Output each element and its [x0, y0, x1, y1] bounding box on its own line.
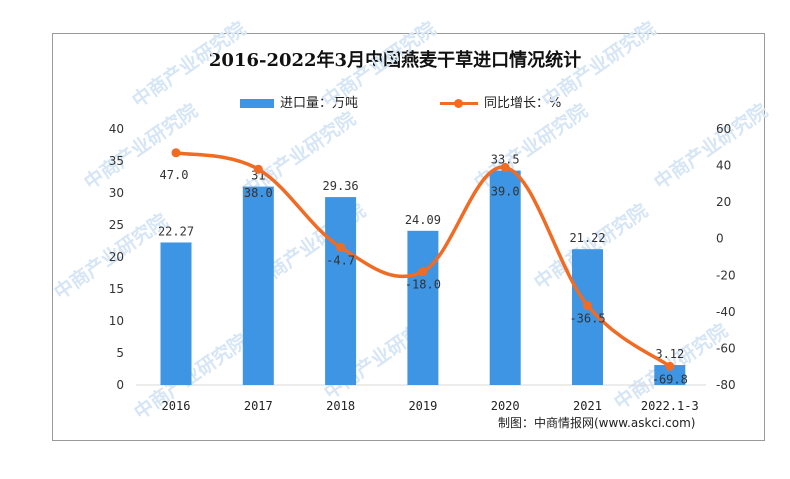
- x-tick-label: 2018: [326, 399, 355, 413]
- growth-value-label: 47.0: [160, 168, 189, 182]
- growth-point: [583, 300, 592, 310]
- x-tick-label: 2022.1-3: [641, 399, 699, 413]
- bar: [160, 242, 192, 385]
- x-tick-label: 2021: [573, 399, 602, 413]
- y-right-tick-label: 0: [716, 232, 724, 246]
- growth-value-label: -36.5: [569, 311, 605, 325]
- bar-value-label: 3.12: [655, 347, 684, 361]
- legend-line: 同比增长：%: [440, 92, 561, 111]
- watermark-text: 中商产业研究院: [318, 17, 440, 112]
- growth-point: [500, 162, 510, 172]
- bar: [654, 365, 686, 385]
- y-left-tick-label: 40: [109, 122, 124, 136]
- y-left-tick-label: 30: [109, 186, 124, 200]
- growth-point: [253, 164, 263, 174]
- x-tick-label: 2020: [491, 399, 520, 413]
- growth-point: [171, 148, 181, 158]
- legend-bar-swatch: [240, 99, 274, 108]
- chart-title: 2016-2022年3月中国燕麦干草进口情况统计: [208, 50, 582, 71]
- chart-source: 制图：中商情报网(www.askci.com): [498, 416, 696, 430]
- growth-point: [418, 267, 428, 277]
- growth-value-label: -4.7: [326, 253, 355, 267]
- y-left-tick-label: 5: [116, 346, 124, 360]
- y-right-tick-label: 20: [716, 195, 731, 209]
- watermark-text: 中商产业研究院: [470, 99, 592, 194]
- x-tick-label: 2016: [162, 399, 191, 413]
- legend-line-marker: [440, 99, 478, 108]
- y-left-tick-label: 0: [116, 378, 124, 392]
- x-tick-label: 2017: [244, 399, 273, 413]
- y-right-tick-label: -20: [716, 268, 736, 282]
- y-left-tick-label: 15: [109, 282, 124, 296]
- growth-value-label: 38.0: [244, 186, 273, 200]
- y-left-tick-label: 35: [109, 154, 124, 168]
- y-right-tick-label: 60: [716, 122, 731, 136]
- bar-value-label: 22.27: [158, 224, 194, 238]
- y-left-tick-label: 10: [109, 314, 124, 328]
- bar: [325, 197, 357, 385]
- y-right-tick-label: -80: [716, 378, 736, 392]
- y-right-tick-label: -60: [716, 341, 736, 355]
- growth-value-label: -18.0: [405, 278, 441, 292]
- bar-value-label: 21.22: [569, 231, 605, 245]
- growth-value-label: 39.0: [491, 184, 520, 198]
- bar: [489, 170, 521, 385]
- watermark-text: 中商产业研究院: [128, 17, 250, 112]
- y-right-tick-label: -40: [716, 305, 736, 319]
- legend-bar-label: 进口量：万吨: [280, 96, 359, 111]
- legend-line-label: 同比增长：%: [484, 96, 562, 111]
- x-tick-label: 2019: [408, 399, 437, 413]
- growth-value-label: -69.8: [652, 372, 688, 386]
- bar-value-label: 24.09: [405, 213, 441, 227]
- bar-value-label: 29.36: [323, 179, 359, 193]
- growth-point: [336, 242, 346, 252]
- watermark-text: 中商产业研究院: [650, 99, 772, 194]
- legend-bar: 进口量：万吨: [240, 92, 358, 111]
- bar: [407, 230, 439, 385]
- y-left-tick-label: 25: [109, 218, 124, 232]
- bar: [242, 186, 274, 385]
- y-left-tick-label: 20: [109, 250, 124, 264]
- bar-value-label: 33.5: [491, 153, 520, 167]
- growth-point: [665, 361, 675, 371]
- watermark-text: 中商产业研究院: [538, 17, 660, 112]
- y-right-tick-label: 40: [716, 159, 731, 173]
